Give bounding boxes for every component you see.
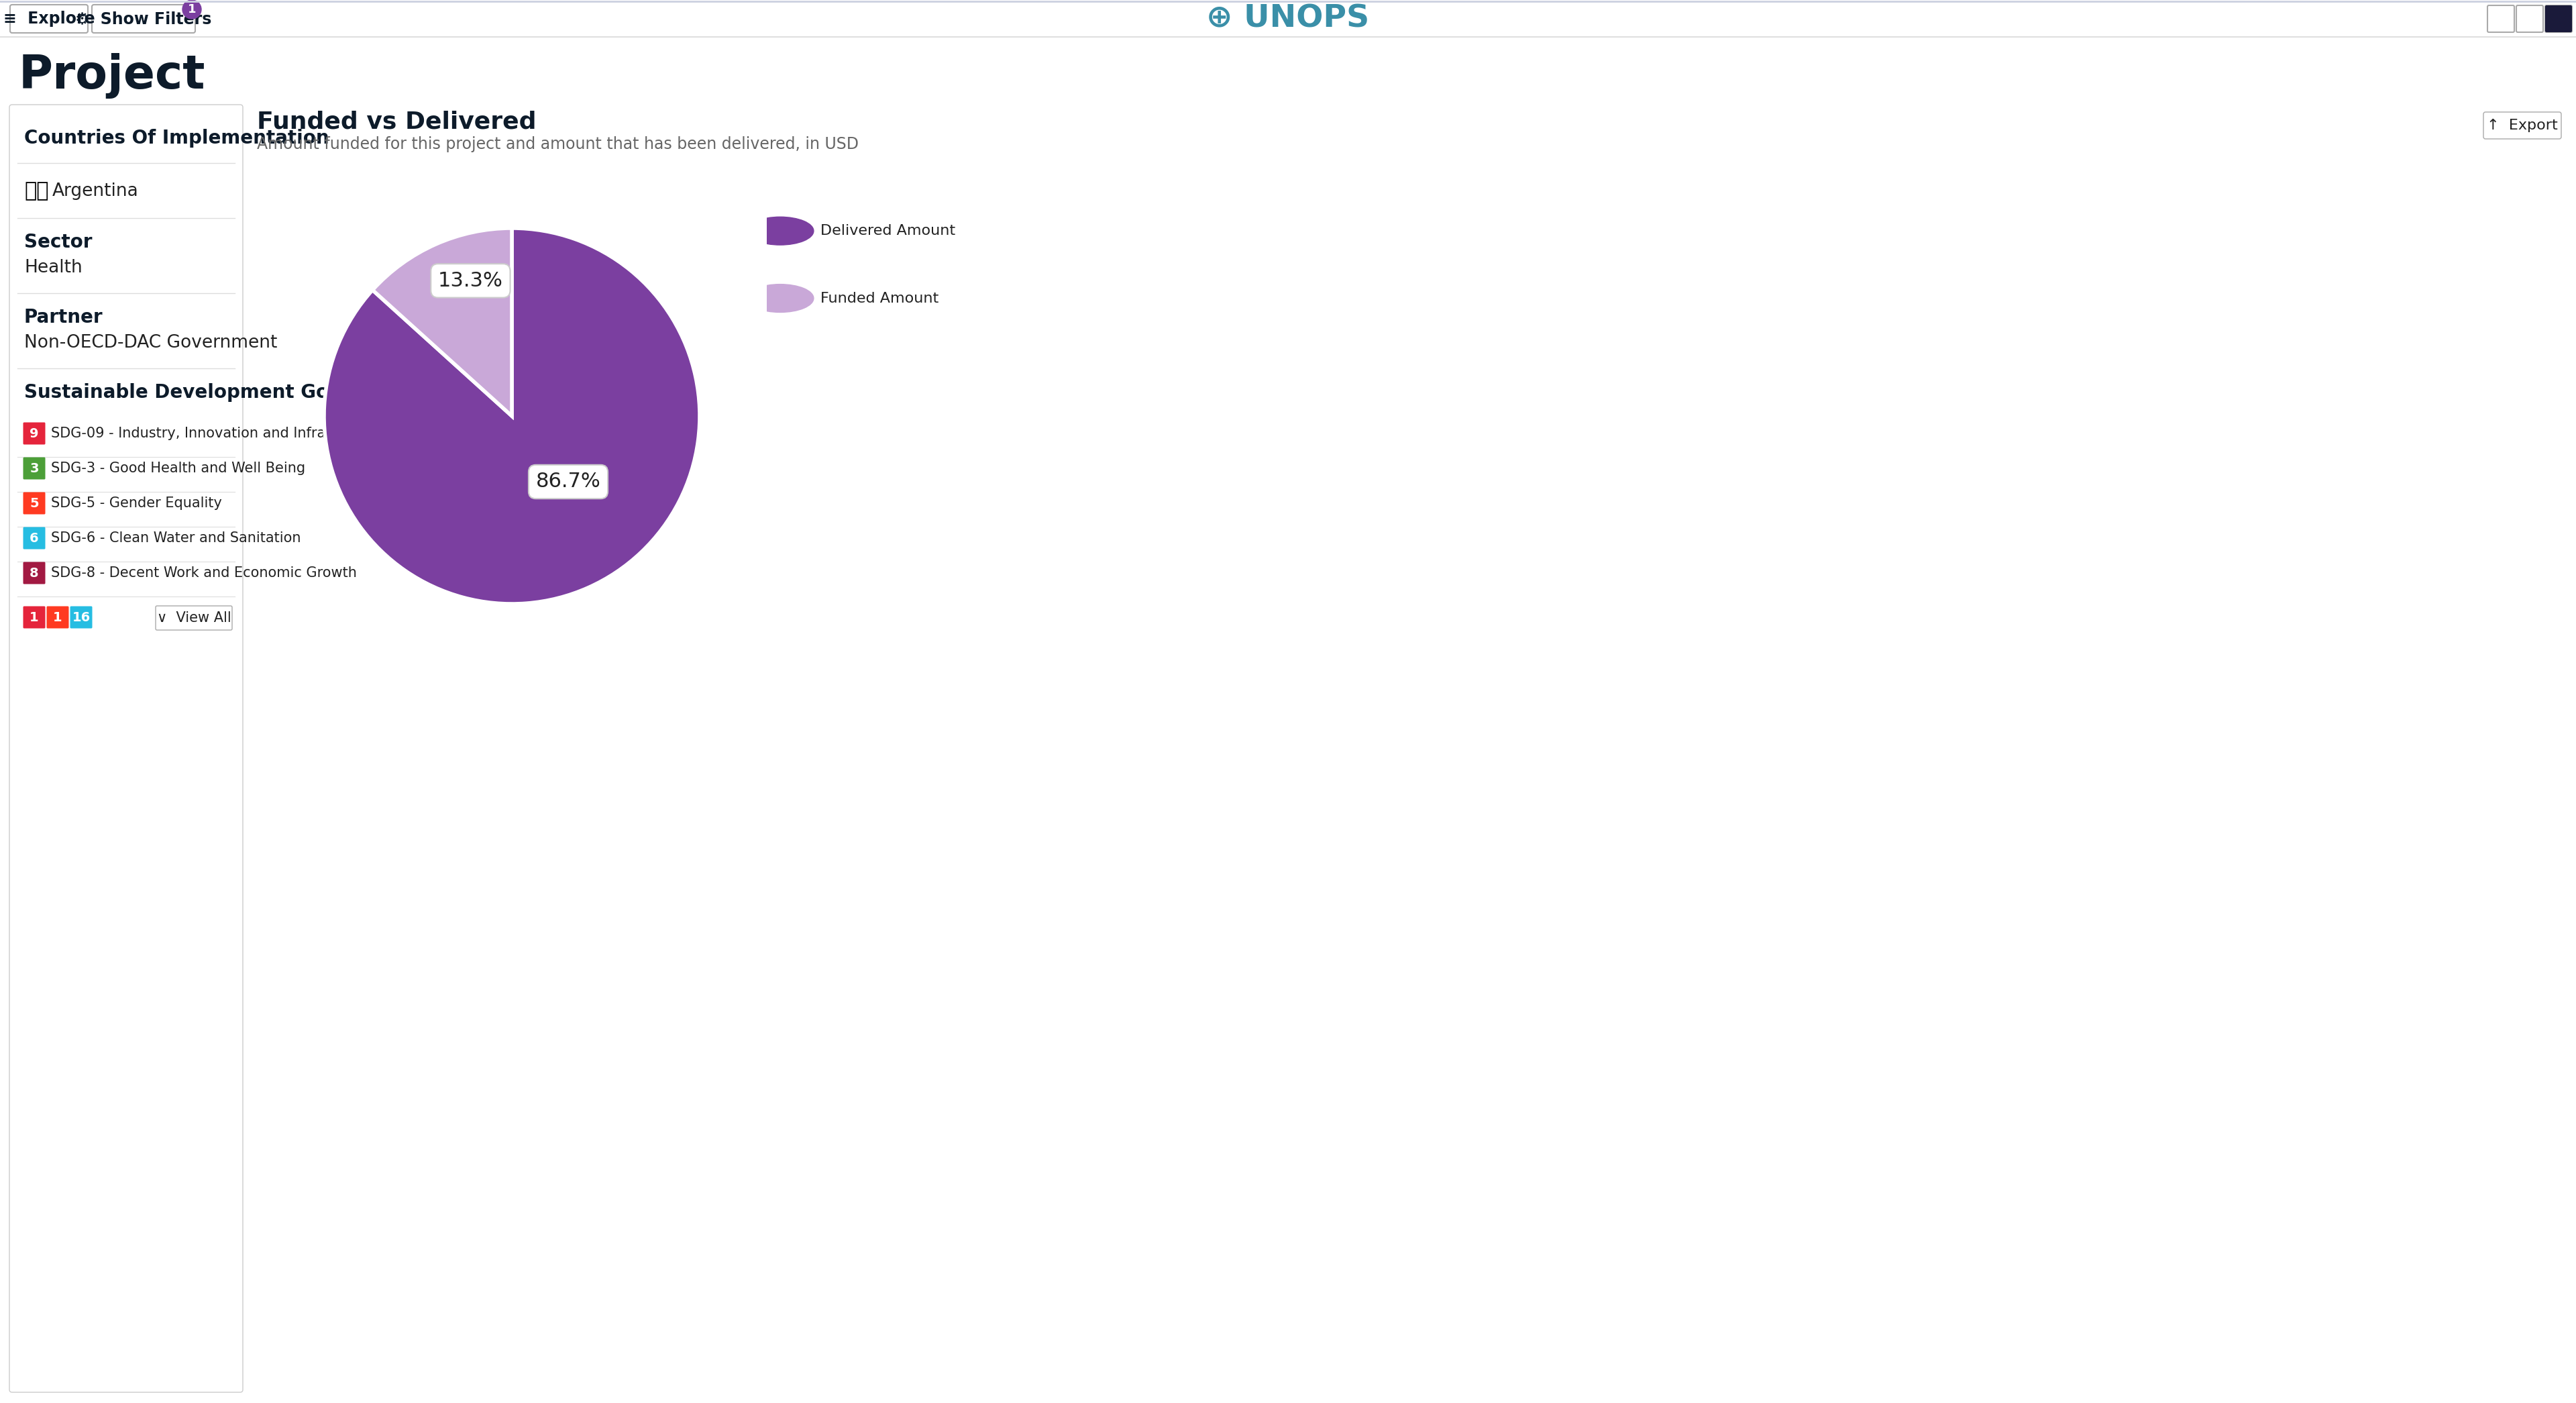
FancyBboxPatch shape xyxy=(23,563,46,584)
FancyBboxPatch shape xyxy=(23,528,46,549)
Circle shape xyxy=(747,285,814,313)
Text: Health: Health xyxy=(23,260,82,276)
FancyBboxPatch shape xyxy=(155,606,232,630)
FancyBboxPatch shape xyxy=(2483,112,2561,139)
Text: SDG-09 - Industry, Innovation and Infrastructure: SDG-09 - Industry, Innovation and Infras… xyxy=(52,427,389,441)
Text: ↑  Export: ↑ Export xyxy=(2486,119,2558,132)
Text: ⚙  Show Filters: ⚙ Show Filters xyxy=(75,11,211,27)
Text: 3: 3 xyxy=(31,462,39,474)
FancyBboxPatch shape xyxy=(2545,6,2571,32)
Text: Non-OECD-DAC Government: Non-OECD-DAC Government xyxy=(23,334,278,352)
Text: Funded Amount: Funded Amount xyxy=(819,292,938,304)
Text: 13.3%: 13.3% xyxy=(438,271,502,290)
Text: Amount funded for this project and amount that has been delivered, in USD: Amount funded for this project and amoun… xyxy=(258,136,858,153)
Text: 🇦🇷: 🇦🇷 xyxy=(23,181,49,201)
Text: SDG-5 - Gender Equality: SDG-5 - Gender Equality xyxy=(52,497,222,509)
Text: Funded vs Delivered: Funded vs Delivered xyxy=(258,111,536,133)
Text: ≡  Explore: ≡ Explore xyxy=(3,11,95,27)
FancyBboxPatch shape xyxy=(10,105,242,1392)
FancyBboxPatch shape xyxy=(23,492,46,515)
FancyBboxPatch shape xyxy=(23,422,46,445)
Text: 1: 1 xyxy=(54,610,62,624)
Text: Partner: Partner xyxy=(23,309,103,327)
FancyBboxPatch shape xyxy=(2545,6,2571,32)
FancyBboxPatch shape xyxy=(23,457,46,480)
Text: 1: 1 xyxy=(188,3,196,15)
Wedge shape xyxy=(325,229,701,603)
FancyBboxPatch shape xyxy=(46,606,70,629)
Text: 8: 8 xyxy=(31,567,39,579)
Text: 1: 1 xyxy=(31,610,39,624)
Text: SDG-8 - Decent Work and Economic Growth: SDG-8 - Decent Work and Economic Growth xyxy=(52,567,358,579)
Text: Sustainable Development Goals: Sustainable Development Goals xyxy=(23,383,358,401)
Circle shape xyxy=(747,217,814,246)
Text: SDG-3 - Good Health and Well Being: SDG-3 - Good Health and Well Being xyxy=(52,462,307,476)
FancyBboxPatch shape xyxy=(23,606,46,629)
FancyBboxPatch shape xyxy=(93,4,196,32)
Text: Countries Of Implementation: Countries Of Implementation xyxy=(23,129,330,147)
Text: 16: 16 xyxy=(72,610,90,624)
FancyBboxPatch shape xyxy=(10,4,88,32)
FancyBboxPatch shape xyxy=(2488,6,2514,32)
Text: 5: 5 xyxy=(31,497,39,509)
Text: Project: Project xyxy=(18,53,206,98)
Text: SDG-6 - Clean Water and Sanitation: SDG-6 - Clean Water and Sanitation xyxy=(52,532,301,544)
Text: Argentina: Argentina xyxy=(52,182,139,201)
Text: ∨  View All: ∨ View All xyxy=(157,612,232,624)
Text: Delivered Amount: Delivered Amount xyxy=(819,224,956,237)
FancyBboxPatch shape xyxy=(2517,6,2543,32)
Text: 6: 6 xyxy=(31,532,39,544)
Text: 9: 9 xyxy=(31,427,39,439)
Wedge shape xyxy=(374,229,513,417)
FancyBboxPatch shape xyxy=(70,606,93,629)
Circle shape xyxy=(183,0,201,18)
Text: ⊕ UNOPS: ⊕ UNOPS xyxy=(1206,3,1370,34)
Bar xyxy=(0,0,2576,36)
Text: 86.7%: 86.7% xyxy=(536,471,600,491)
Text: Sector: Sector xyxy=(23,233,93,251)
